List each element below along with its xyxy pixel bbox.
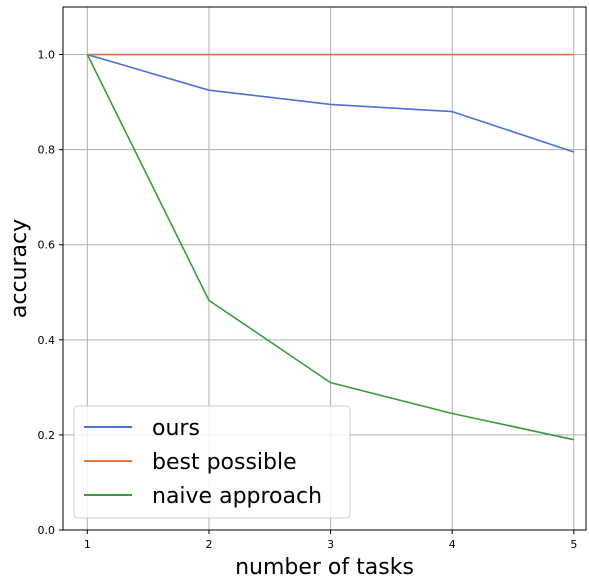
legend-label: best possible: [152, 450, 297, 475]
y-tick-label: 0.4: [38, 334, 56, 347]
y-tick-label: 0.8: [38, 144, 56, 157]
legend-label: naive approach: [152, 484, 322, 509]
y-tick-label: 0.0: [38, 524, 56, 537]
x-tick-label: 3: [327, 538, 334, 551]
legend: ours best possible naive approach: [73, 405, 351, 519]
y-tick-label: 1.0: [38, 49, 56, 62]
plot-frame: [62, 6, 587, 531]
tick-labels: 1 2 3 4 5 0.0 0.2 0.4 0.6 0.8 1.0: [38, 49, 578, 551]
y-axis-label: accuracy: [7, 219, 32, 318]
x-tick-label: 2: [205, 538, 212, 551]
x-axis-label: number of tasks: [235, 555, 414, 577]
series-line-naive-approach: [86, 54, 575, 441]
x-tick-label: 1: [84, 538, 91, 551]
legend-label: ours: [152, 416, 200, 441]
legend-box: [73, 405, 351, 519]
y-tick-label: 0.2: [38, 429, 56, 442]
series-line-ours: [87, 53, 575, 153]
x-tick-label: 5: [570, 538, 577, 551]
y-tick-label: 0.6: [38, 239, 56, 252]
x-tick-label: 4: [449, 538, 456, 551]
series-lines: [86, 53, 575, 441]
